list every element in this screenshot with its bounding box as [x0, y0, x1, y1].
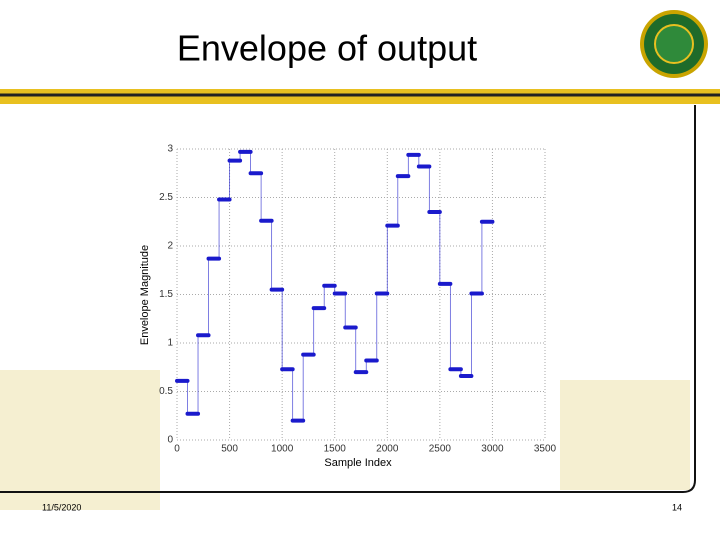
x-tick-label: 3500: [534, 444, 557, 455]
y-tick-label: 3: [167, 144, 173, 155]
slide-title: Envelope of output: [177, 28, 477, 69]
slide-date: 11/5/2020: [42, 502, 81, 512]
logo: [640, 10, 708, 78]
y-tick-label: 1.5: [159, 289, 173, 300]
x-tick-label: 2500: [429, 444, 452, 455]
y-tick-label: 2.5: [159, 192, 173, 203]
slide-border: [0, 105, 696, 493]
x-tick-label: 500: [221, 444, 238, 455]
slide-number: 14: [672, 502, 682, 512]
y-tick-label: 2: [167, 241, 173, 252]
x-axis-label: Sample Index: [324, 457, 392, 469]
background-image: [0, 370, 690, 510]
x-tick-label: 3000: [481, 444, 504, 455]
y-tick-label: 0.5: [159, 386, 173, 397]
y-tick-label: 0: [167, 435, 173, 446]
y-axis-label: Envelope Magnitude: [139, 245, 151, 345]
x-tick-label: 1000: [271, 444, 294, 455]
x-tick-label: 0: [174, 444, 180, 455]
x-tick-label: 1500: [324, 444, 347, 455]
x-tick-label: 2000: [376, 444, 399, 455]
y-tick-label: 1: [167, 338, 173, 349]
